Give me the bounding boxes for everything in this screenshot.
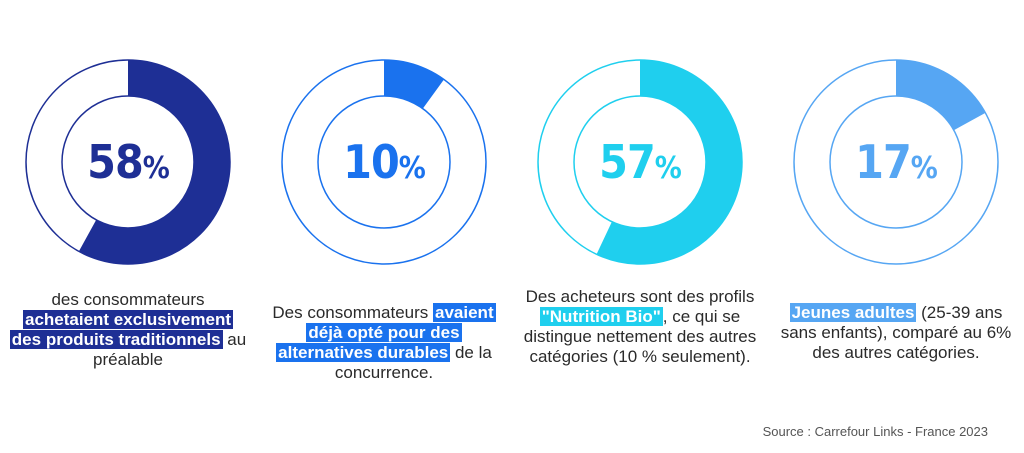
source-note: Source : Carrefour Links - France 2023	[762, 424, 988, 439]
donut-chart-58	[25, 59, 231, 265]
percent-unit: %	[654, 151, 682, 186]
donut-slice	[896, 60, 986, 131]
caption-post: (25-39 ans sans enfants), comparé au 6% …	[780, 303, 1012, 362]
caption-highlight: achetaient exclusivement des produits tr…	[9, 310, 233, 349]
percent-value: 58%	[0, 135, 256, 189]
percent-number: 10	[343, 135, 400, 189]
caption-post: au préalable	[93, 330, 247, 369]
donut-chart-10	[281, 59, 487, 265]
percent-unit: %	[910, 151, 938, 186]
percent-value: 17%	[768, 135, 1024, 189]
caption-highlight: Jeunes adultes	[789, 303, 917, 322]
percent-number: 58	[87, 135, 144, 189]
caption: Jeunes adultes (25-39 ans sans enfants),…	[776, 303, 1016, 363]
donut-chart-17	[793, 59, 999, 265]
caption-pre: Des consommateurs	[272, 303, 429, 322]
caption: des consommateurs achetaient exclusiveme…	[8, 290, 248, 370]
caption-post: de la concurrence.	[334, 343, 492, 382]
stat-17: 17% Jeunes adultes (25-39 ans sans enfan…	[768, 0, 1024, 453]
percent-unit: %	[142, 151, 170, 186]
percent-number: 17	[855, 135, 912, 189]
caption-pre: Des acheteurs sont des profils	[525, 287, 755, 306]
stat-57: 57% Des acheteurs sont des profils "Nutr…	[512, 0, 768, 453]
caption-highlight: "Nutrition Bio"	[539, 307, 663, 326]
caption-post: , ce qui se distingue nettement des autr…	[523, 307, 757, 366]
donut-slice	[78, 60, 231, 264]
percent-number: 57	[599, 135, 656, 189]
caption-pre: des consommateurs	[51, 290, 205, 309]
percent-value: 10%	[256, 135, 512, 189]
percent-value: 57%	[512, 135, 768, 189]
caption: Des consommateurs avaient déjà opté pour…	[264, 303, 504, 383]
stat-58: 58% des consommateurs achetaient exclusi…	[0, 0, 256, 453]
percent-unit: %	[398, 151, 426, 186]
stat-10: 10% Des consommateurs avaient déjà opté …	[256, 0, 512, 453]
donut-slice	[596, 60, 742, 264]
caption: Des acheteurs sont des profils "Nutritio…	[520, 287, 760, 367]
donut-chart-57	[537, 59, 743, 265]
donut-slice	[384, 60, 444, 109]
